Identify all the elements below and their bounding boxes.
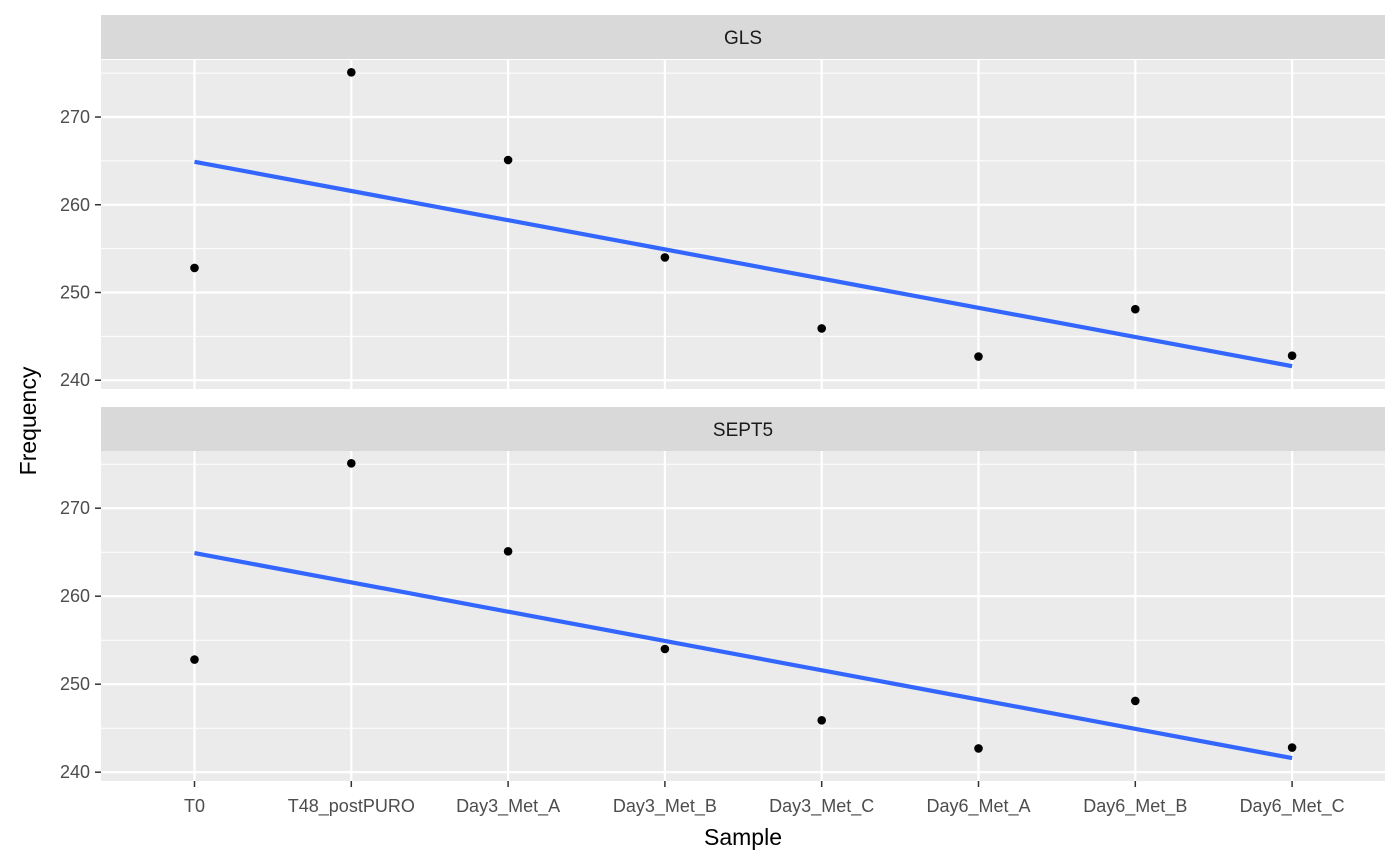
facet-strip bbox=[101, 407, 1385, 451]
facet-strip-label: SEPT5 bbox=[713, 420, 773, 441]
data-point bbox=[347, 459, 356, 468]
y-tick-label: 250 bbox=[60, 282, 90, 302]
y-tick-label: 240 bbox=[60, 370, 90, 390]
x-tick-label: T0 bbox=[184, 796, 205, 816]
facet-strip bbox=[101, 15, 1385, 59]
trend-line bbox=[194, 159, 1293, 369]
data-point bbox=[503, 155, 513, 165]
x-tick-label: T48_postPURO bbox=[288, 796, 415, 817]
facet-strip-label: GLS bbox=[724, 28, 762, 49]
trend-line bbox=[194, 551, 1293, 761]
x-axis-title: Sample bbox=[704, 824, 782, 850]
y-tick-label: 260 bbox=[60, 195, 90, 215]
data-point bbox=[817, 715, 826, 725]
y-tick-label: 270 bbox=[60, 498, 90, 518]
data-point bbox=[347, 67, 356, 77]
data-point bbox=[660, 644, 670, 654]
panel-background bbox=[101, 451, 1385, 781]
y-tick-label: 250 bbox=[60, 674, 90, 694]
data-point bbox=[1287, 743, 1297, 752]
data-point bbox=[190, 263, 199, 273]
x-tick-label: Day3_Met_B bbox=[613, 796, 717, 817]
y-tick-label: 260 bbox=[60, 586, 90, 606]
data-point bbox=[1287, 351, 1297, 360]
data-point bbox=[1131, 696, 1140, 706]
x-tick-label: Day6_Met_C bbox=[1240, 796, 1345, 817]
y-axis-title: Frequency bbox=[15, 366, 41, 475]
panel-background bbox=[101, 60, 1385, 389]
x-tick-label: Day6_Met_A bbox=[926, 796, 1030, 817]
y-tick-label: 240 bbox=[60, 762, 90, 782]
x-tick-label: Day3_Met_C bbox=[769, 796, 874, 817]
data-point bbox=[817, 324, 826, 333]
x-tick-label: Day6_Met_B bbox=[1083, 796, 1187, 817]
data-point bbox=[503, 547, 513, 556]
data-point bbox=[190, 655, 199, 664]
data-point bbox=[974, 744, 983, 753]
x-tick-label: Day3_Met_A bbox=[456, 796, 560, 817]
data-point bbox=[1131, 304, 1140, 314]
y-tick-label: 270 bbox=[60, 107, 90, 127]
data-point bbox=[660, 253, 670, 262]
data-point bbox=[974, 352, 983, 361]
